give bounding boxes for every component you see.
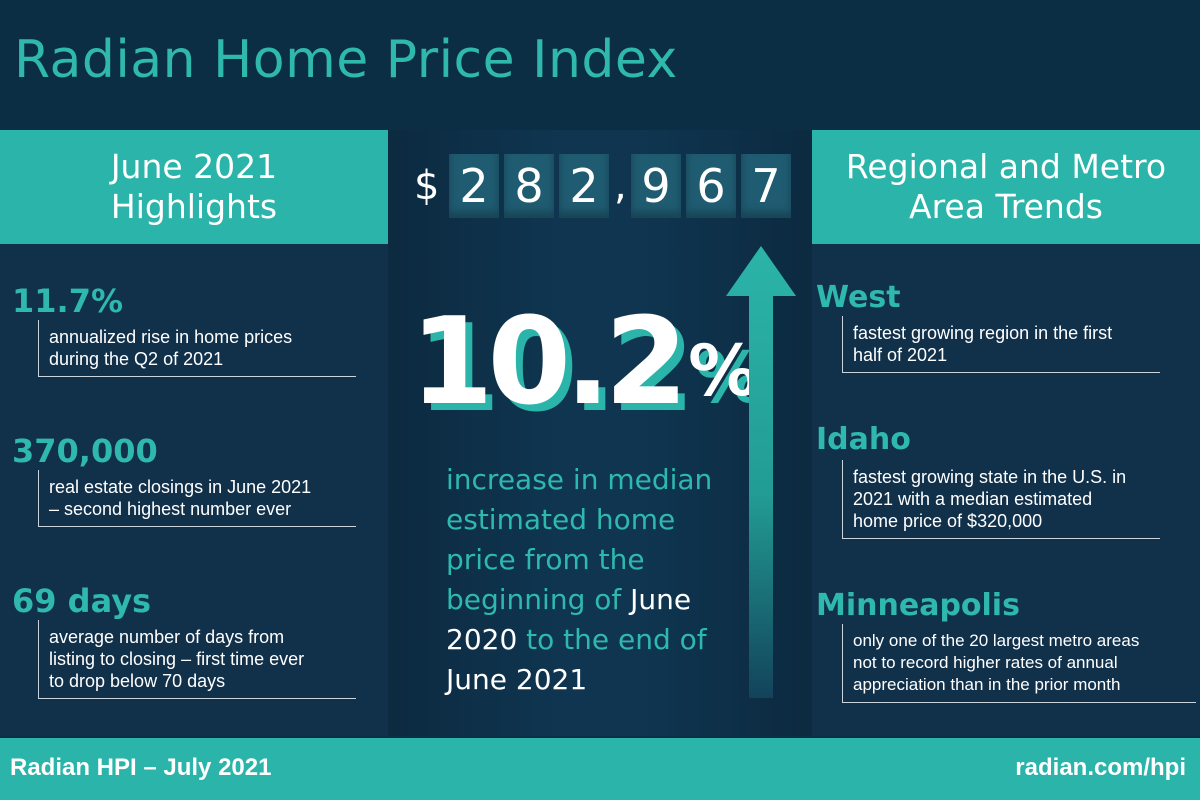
stat-value-price-rise: 11.7% xyxy=(12,282,124,320)
region-desc-line: only one of the 20 largest metro areas xyxy=(853,631,1140,650)
region-desc-line: half of 2021 xyxy=(853,345,948,365)
price-digit: 7 xyxy=(741,154,791,218)
up-arrow-icon xyxy=(726,246,796,698)
regional-header-line2: Area Trends xyxy=(909,187,1103,226)
region-desc-line: fastest growing state in the U.S. in xyxy=(853,467,1127,487)
percent-value: 10.2 xyxy=(410,293,688,432)
region-name-west: West xyxy=(816,280,901,315)
stat-desc-line: – second highest number ever xyxy=(49,499,292,519)
stat-desc-line: annualized rise in home prices xyxy=(49,327,293,347)
region-desc-idaho: fastest growing state in the U.S. in 202… xyxy=(842,460,1160,539)
region-desc-west: fastest growing region in the first half… xyxy=(842,316,1160,373)
region-name-minneapolis: Minneapolis xyxy=(816,588,1020,623)
percent-increase: 10.2% xyxy=(410,298,758,428)
highlights-header-line2: Highlights xyxy=(110,187,278,226)
stat-desc-line: average number of days from xyxy=(49,627,285,647)
percent-sign: % xyxy=(688,330,759,412)
footer-source: Radian HPI – July 2021 xyxy=(10,754,272,781)
footer-link[interactable]: radian.com/hpi xyxy=(1015,754,1186,781)
stat-desc-line: listing to closing – first time ever xyxy=(49,649,305,669)
price-digit: 8 xyxy=(504,154,554,218)
stat-value-days: 69 days xyxy=(12,582,152,620)
region-desc-line: 2021 with a median estimated xyxy=(853,489,1093,509)
highlights-header-line1: June 2021 xyxy=(110,147,278,186)
stat-desc-days: average number of days from listing to c… xyxy=(38,620,356,699)
price-digit: 6 xyxy=(686,154,736,218)
desc-highlight-end: June 2021 xyxy=(446,663,588,696)
region-name-idaho: Idaho xyxy=(816,422,911,457)
thousands-comma: , xyxy=(614,163,627,209)
region-desc-line: home price of $320,000 xyxy=(853,511,1043,531)
median-price-counter: $ 2 8 2 , 9 6 7 xyxy=(414,152,791,218)
regional-panel: Regional and Metro Area Trends West fast… xyxy=(812,130,1200,736)
price-digit: 9 xyxy=(631,154,681,218)
regional-header-line1: Regional and Metro xyxy=(845,147,1167,186)
footer-bar: Radian HPI – July 2021 radian.com/hpi xyxy=(0,738,1200,800)
stat-desc-line: to drop below 70 days xyxy=(49,671,226,691)
highlights-panel: June 2021 Highlights 11.7% annualized ri… xyxy=(0,130,388,736)
stat-desc-line: real estate closings in June 2021 xyxy=(49,477,312,497)
desc-text: to the end of xyxy=(517,623,707,656)
dollar-sign: $ xyxy=(414,163,440,209)
increase-description: increase in median estimated home price … xyxy=(446,460,736,700)
highlights-header: June 2021 Highlights xyxy=(0,130,388,244)
region-desc-line: fastest growing region in the first xyxy=(853,323,1113,343)
regional-header: Regional and Metro Area Trends xyxy=(812,130,1200,244)
stat-desc-closings: real estate closings in June 2021 – seco… xyxy=(38,470,356,527)
desc-text: increase in median estimated home price … xyxy=(446,463,713,616)
center-panel: $ 2 8 2 , 9 6 7 10.2% increase in median… xyxy=(388,130,812,736)
stat-desc-price-rise: annualized rise in home prices during th… xyxy=(38,320,356,377)
price-digit: 2 xyxy=(559,154,609,218)
stat-desc-line: during the Q2 of 2021 xyxy=(49,349,224,369)
stat-value-closings: 370,000 xyxy=(12,432,158,470)
desc-highlight-start: June 2020 xyxy=(446,583,692,656)
region-desc-line: appreciation than in the prior month xyxy=(853,675,1121,694)
region-desc-line: not to record higher rates of annual xyxy=(853,653,1118,672)
region-desc-minneapolis: only one of the 20 largest metro areas n… xyxy=(842,624,1196,703)
page-title: Radian Home Price Index xyxy=(14,30,678,90)
price-digit: 2 xyxy=(449,154,499,218)
